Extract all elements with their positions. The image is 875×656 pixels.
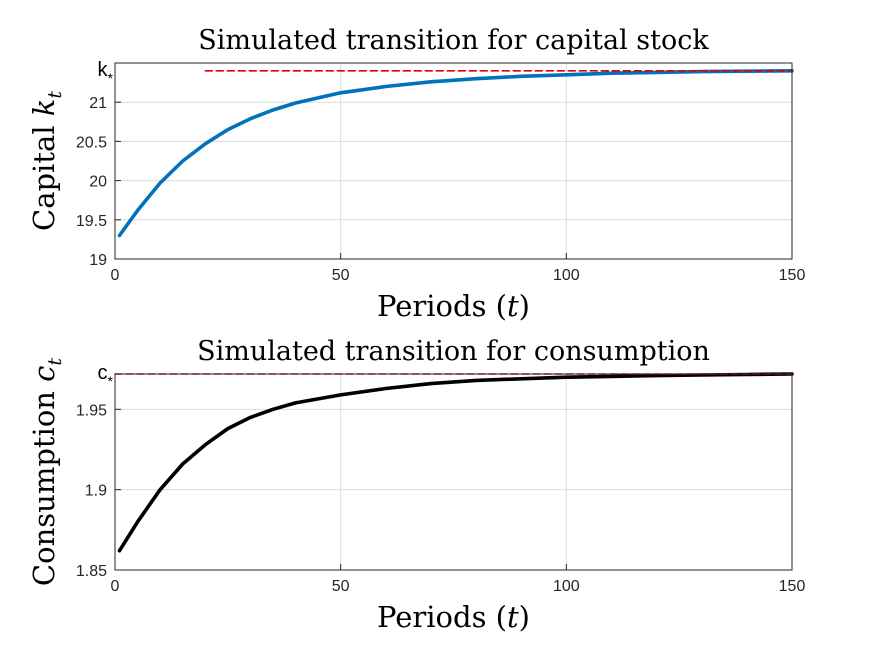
y-tick-label: 1.85 <box>76 563 107 580</box>
x-tick-label: 150 <box>779 267 806 284</box>
axes-box <box>114 373 793 571</box>
x-tick-label: 0 <box>111 267 120 284</box>
x-tick-label: 100 <box>553 267 580 284</box>
steady-state-label: c* <box>98 362 114 389</box>
y-tick-label: 20.5 <box>76 134 107 151</box>
y-tick-label: 19.5 <box>76 213 107 230</box>
chart-panel-1: 0 50 100 150 19 19.5 20 20.5 21 k* Simulated trans… <box>27 25 805 323</box>
y-tick-label: 1.9 <box>85 483 107 500</box>
chart-title: Simulated transition for consumption <box>197 336 710 367</box>
x-tick-label: 150 <box>779 578 806 595</box>
y-tick-label: 19 <box>89 252 107 269</box>
plot-area <box>115 374 792 570</box>
y-tick-label: 21 <box>89 95 107 112</box>
chart-title: Simulated transition for capital stock <box>198 25 709 56</box>
y-tick-label: 1.95 <box>76 402 107 419</box>
chart-panel-2: 0 50 100 150 1.85 1.9 1.95 c* Simulated transiti… <box>27 336 805 634</box>
x-axis-label: Periods (t) <box>377 600 530 634</box>
y-axis-label: Consumption ct <box>27 358 66 586</box>
series-line <box>117 69 794 238</box>
x-axis-label: Periods (t) <box>377 289 530 323</box>
y-tick-label: 20 <box>89 174 107 191</box>
x-tick-label: 50 <box>332 267 350 284</box>
x-tick-label: 100 <box>553 578 580 595</box>
x-tick-label: 0 <box>111 578 120 595</box>
y-axis-label: Capital kt <box>27 91 66 231</box>
series-line <box>117 372 794 553</box>
axes-box <box>114 62 793 260</box>
steady-state-label: k* <box>98 59 114 86</box>
plot-area <box>115 63 792 259</box>
x-tick-label: 50 <box>332 578 350 595</box>
